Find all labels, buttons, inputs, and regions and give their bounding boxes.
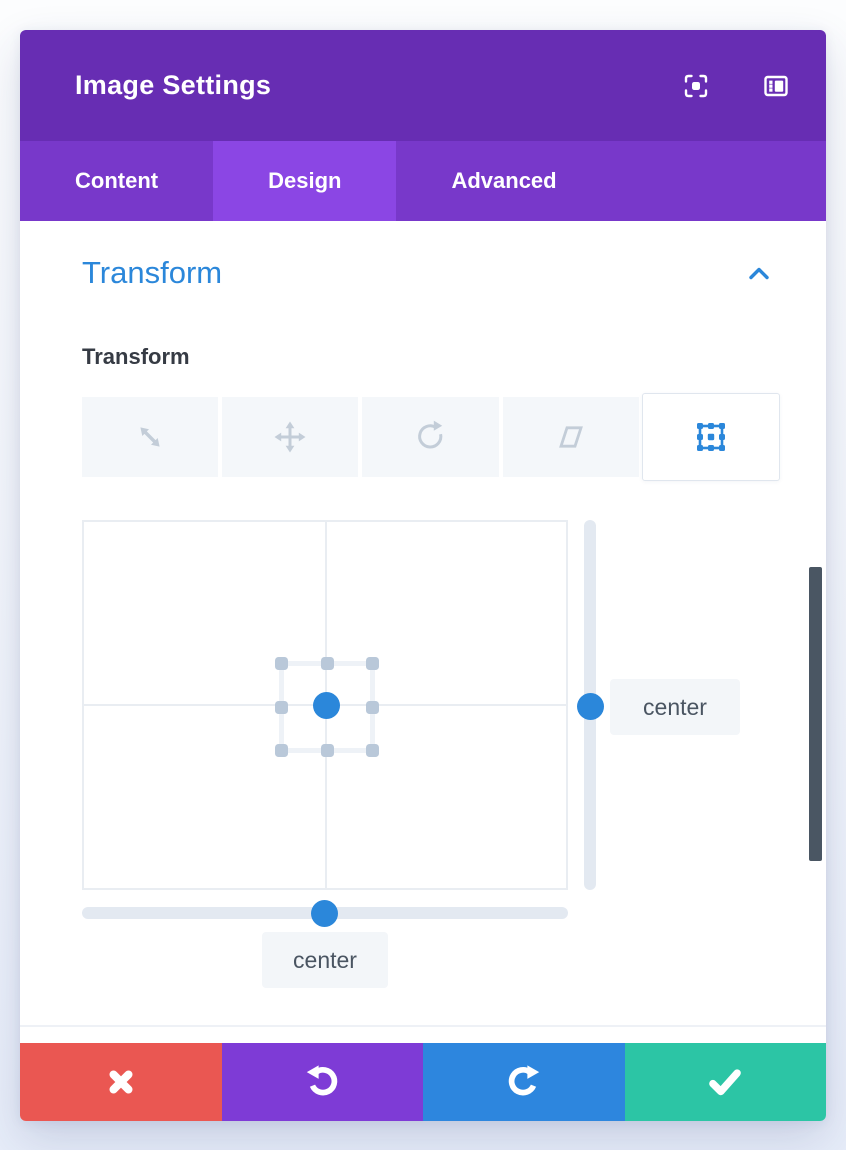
settings-body: Transform Transform (20, 221, 826, 1043)
origin-x-slider-handle[interactable] (311, 899, 338, 927)
transform-origin-button[interactable] (641, 393, 781, 481)
check-icon (709, 1069, 742, 1096)
undo-button[interactable] (221, 1043, 423, 1121)
expand-icon[interactable] (682, 72, 710, 100)
selection-handle[interactable] (366, 657, 379, 670)
transform-skew-button[interactable] (502, 397, 639, 477)
chevron-up-icon[interactable] (747, 265, 771, 281)
redo-button[interactable] (423, 1043, 625, 1121)
selection-handle[interactable] (275, 744, 288, 757)
snap-layout-icon[interactable] (762, 72, 790, 100)
discard-button[interactable] (20, 1043, 222, 1121)
redo-icon (508, 1065, 539, 1096)
origin-y-slider[interactable] (576, 520, 604, 890)
close-icon (109, 1070, 133, 1094)
tab-advanced-label: Advanced (451, 168, 557, 193)
tab-design-label: Design (268, 168, 342, 193)
modal-scrollbar-thumb[interactable] (809, 567, 822, 861)
origin-x-slider[interactable] (82, 899, 568, 927)
selection-handle[interactable] (275, 657, 288, 670)
section-title: Transform (82, 255, 223, 290)
tab-advanced[interactable]: Advanced (396, 141, 611, 221)
modal-header-actions (682, 72, 790, 100)
transform-origin-icon (696, 423, 725, 451)
rotate-icon (417, 420, 442, 449)
selection-handle[interactable] (366, 744, 379, 757)
skew-icon (558, 426, 583, 448)
transform-origin-picker: center (82, 520, 779, 890)
tab-content[interactable]: Content (20, 141, 213, 221)
modal-header: Image Settings (20, 30, 826, 141)
origin-selection-box[interactable] (275, 657, 379, 757)
transform-scale-button[interactable] (82, 397, 219, 477)
origin-x-value: center (262, 932, 388, 988)
scale-icon (140, 427, 160, 447)
selection-handle[interactable] (320, 657, 334, 670)
transform-mode-toolbar (82, 393, 781, 481)
selection-handle[interactable] (320, 744, 334, 757)
undo-icon (307, 1065, 338, 1096)
transform-toggle-header[interactable]: Transform (82, 255, 779, 291)
transform-translate-button[interactable] (222, 397, 359, 477)
save-button[interactable] (624, 1043, 826, 1121)
transform-rotate-button[interactable] (362, 397, 499, 477)
section-divider (20, 1025, 826, 1027)
settings-tab-bar: Content Design Advanced (20, 141, 826, 221)
selection-handle[interactable] (275, 700, 288, 714)
modal-footer (20, 1043, 826, 1121)
tab-design[interactable]: Design (213, 141, 397, 221)
selection-handle[interactable] (366, 700, 379, 714)
origin-grid[interactable] (82, 520, 568, 890)
origin-y-value: center (610, 679, 740, 735)
origin-y-slider-handle[interactable] (576, 693, 604, 720)
modal-title: Image Settings (75, 70, 272, 100)
transform-field-label: Transform (82, 344, 190, 369)
tab-content-label: Content (75, 168, 159, 193)
origin-center-dot[interactable] (313, 692, 340, 719)
image-settings-modal: Image Settings Content Desig (20, 30, 826, 1121)
move-icon (274, 421, 306, 453)
